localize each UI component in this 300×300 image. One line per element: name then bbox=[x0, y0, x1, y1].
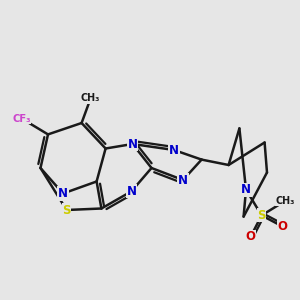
Text: N: N bbox=[178, 173, 188, 187]
Text: S: S bbox=[257, 209, 266, 222]
Text: O: O bbox=[245, 230, 256, 244]
Text: O: O bbox=[278, 220, 288, 233]
Text: N: N bbox=[58, 187, 68, 200]
Text: CF₃: CF₃ bbox=[12, 113, 31, 124]
Text: N: N bbox=[241, 183, 251, 196]
Text: N: N bbox=[126, 185, 136, 198]
Text: CH₃: CH₃ bbox=[81, 93, 100, 103]
Text: CH₃: CH₃ bbox=[275, 196, 295, 206]
Text: N: N bbox=[169, 143, 179, 157]
Text: S: S bbox=[62, 203, 71, 217]
Text: N: N bbox=[128, 137, 138, 151]
